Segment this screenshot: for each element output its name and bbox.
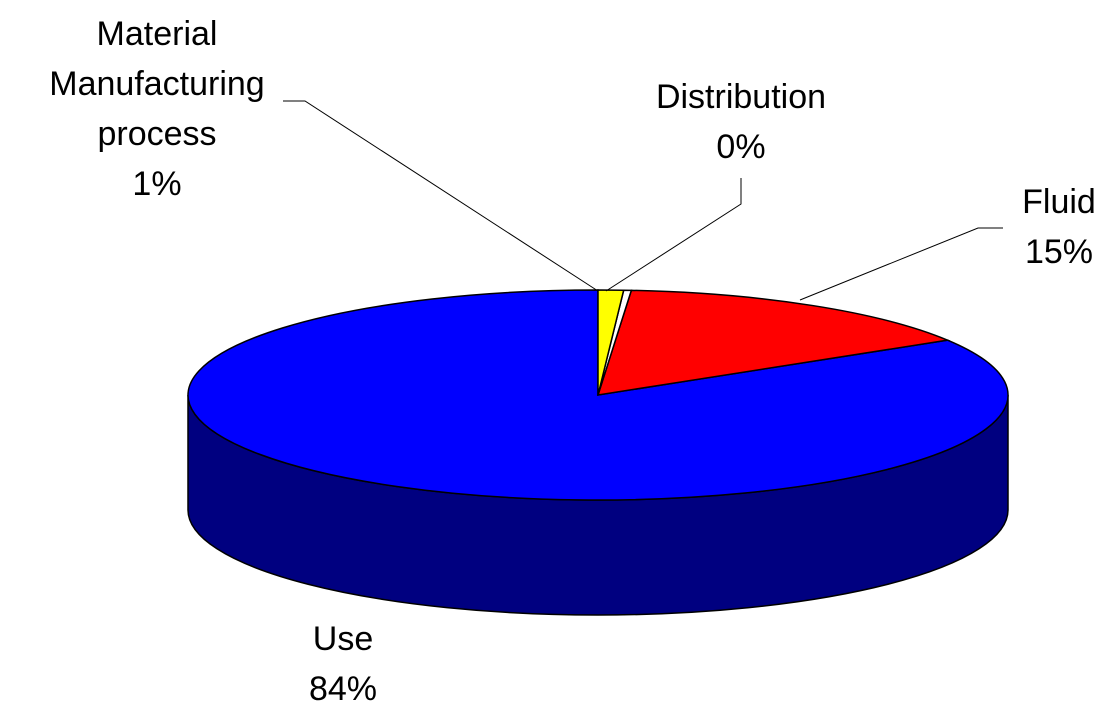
slice-label-distribution: Distribution — [656, 78, 826, 116]
slice-label-material-line-3: process — [97, 115, 216, 153]
pie-slice-material — [597, 289, 625, 396]
slice-label-use: Use — [313, 620, 373, 658]
slice-label-material-line-1: Material — [97, 15, 218, 53]
pie-slice-fluid — [596, 289, 951, 396]
slice-percent-material: 1% — [132, 165, 181, 203]
slice-percent-distribution: 0% — [716, 128, 765, 166]
leader-line-fluid — [799, 227, 1003, 301]
slice-label-fluid: Fluid — [1022, 183, 1096, 221]
leader-line-distribution — [605, 178, 742, 292]
slice-percent-use: 84% — [309, 670, 377, 707]
leader-line-material — [283, 100, 599, 292]
slice-label-material-line-2: Manufacturing — [49, 65, 264, 103]
slice-percent-fluid: 15% — [1025, 233, 1093, 271]
